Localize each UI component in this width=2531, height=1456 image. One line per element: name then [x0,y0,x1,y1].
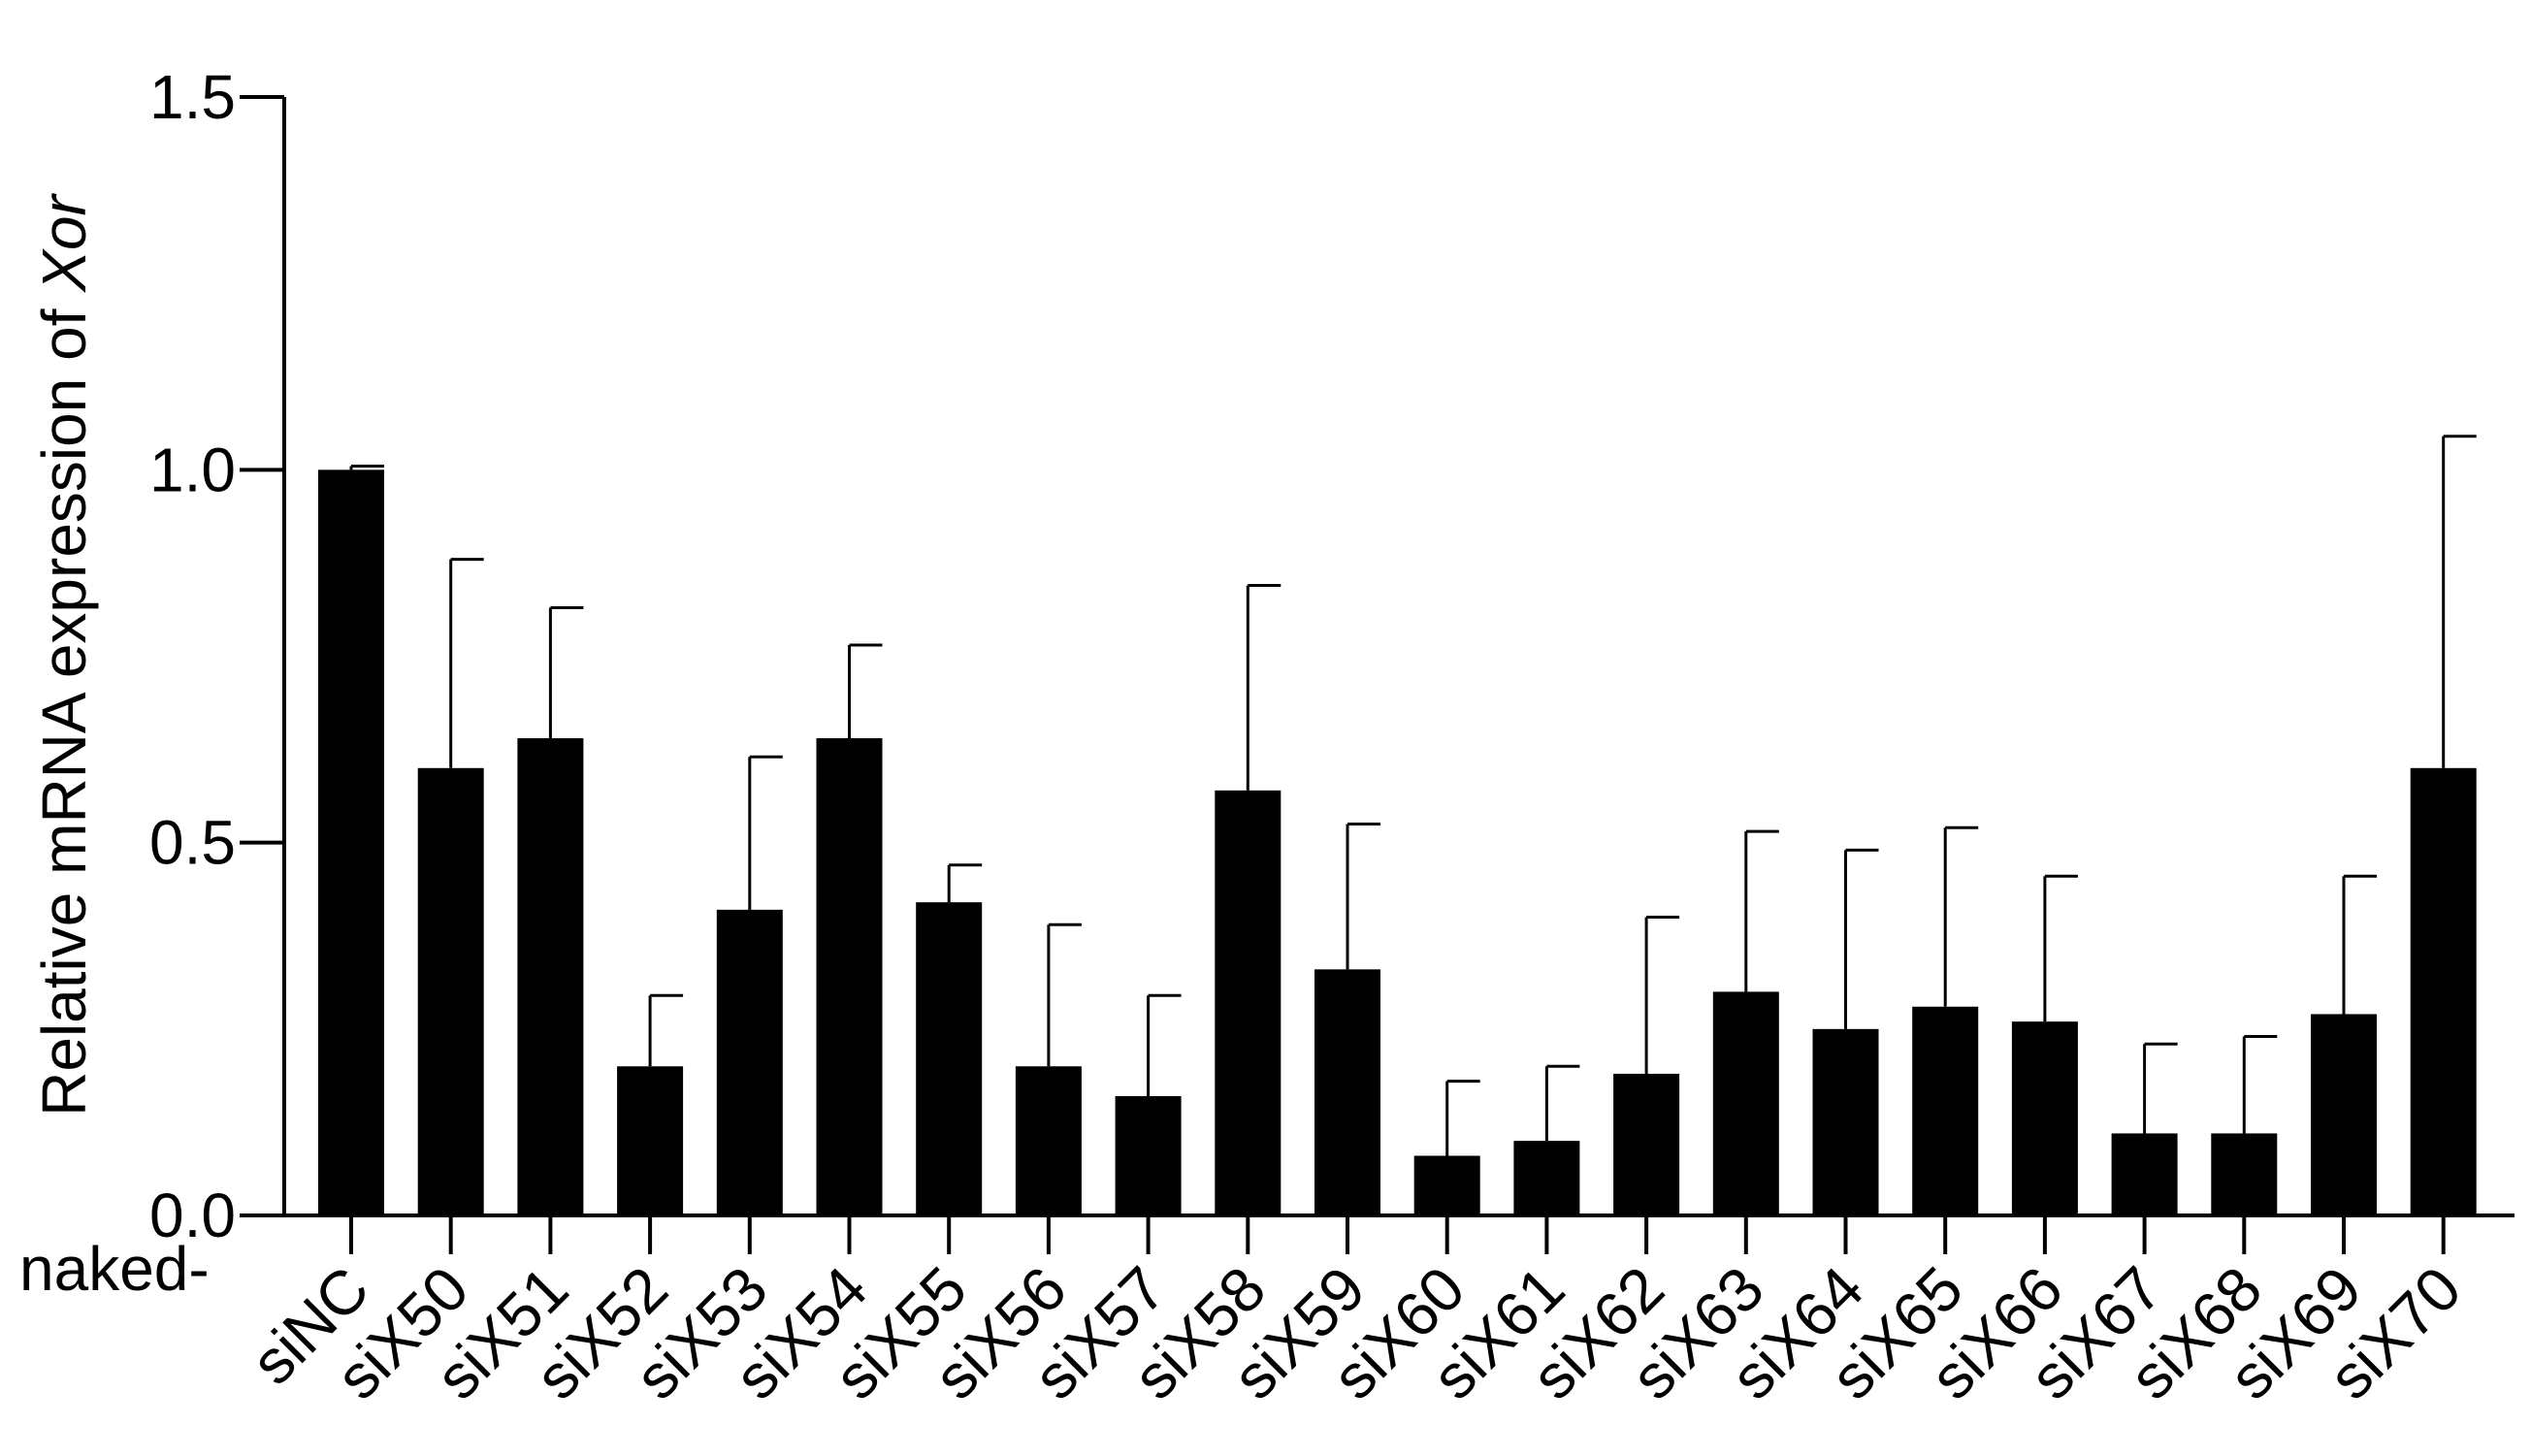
y-tick-label: 1.5 [149,62,236,132]
bars [318,469,2477,1215]
error-bar-siX56 [1047,922,1082,1067]
error-bar-siX62 [1644,916,1680,1074]
bar-siX58 [1215,790,1282,1215]
bar-siX60 [1413,1155,1480,1215]
bar-siX53 [716,909,783,1215]
bar-siX61 [1513,1141,1580,1215]
error-bar-siX70 [2442,435,2477,768]
bar-siX51 [517,738,584,1215]
error-bar-siX68 [2242,1035,2278,1134]
error-bars [349,435,2477,1156]
error-bar-siX60 [1445,1080,1480,1156]
error-bar-siX55 [947,863,983,903]
bar-siX67 [2111,1133,2178,1215]
error-bar-siX65 [1943,825,1979,1007]
error-bar-siNC [349,464,384,470]
bar-siX52 [617,1066,684,1215]
y-ticks: 0.0 0.5 1.0 1.5 [149,62,284,1250]
bar-siNC [318,469,384,1215]
error-bar-siX64 [1844,848,1879,1029]
bar-siX54 [816,738,883,1215]
y-axis-title-gene: Xor [29,192,99,293]
error-bar-siX52 [648,993,684,1067]
bar-siX55 [916,902,983,1215]
error-bar-siX58 [1246,583,1282,791]
error-bar-siX59 [1346,822,1380,970]
error-bar-siX63 [1744,829,1779,992]
y-axis-title: Relative mRNA expression of Xor [29,192,99,1116]
axes [282,97,2515,1217]
bar-siX50 [417,767,484,1215]
bar-siX64 [1812,1028,1879,1215]
error-bar-siX54 [848,643,883,739]
bar-siX59 [1314,969,1380,1215]
error-bar-siX51 [548,606,584,739]
bar-siX65 [1912,1006,1979,1215]
bar-siX68 [2211,1133,2278,1215]
bar-siX56 [1015,1066,1082,1215]
error-bar-siX67 [2143,1042,2178,1134]
y-axis-title-text: Relative mRNA expression of [29,292,99,1116]
category-prefix-label: naked- [19,1234,210,1304]
y-tick-label: 0.0 [149,1181,236,1250]
bar-siX63 [1712,991,1779,1215]
error-bar-siX69 [2342,874,2377,1015]
bar-siX57 [1115,1096,1182,1215]
error-bar-siX50 [449,558,484,768]
error-bar-siX61 [1544,1064,1580,1142]
bar-siX62 [1613,1073,1680,1215]
bar-siX69 [2311,1014,2377,1215]
y-tick-label: 1.0 [149,435,236,504]
x-ticks: siNCsiX50siX51siX52siX53siX54siX55siX56s… [238,1215,2475,1412]
bar-siX66 [2011,1021,2078,1215]
error-bar-siX66 [2043,874,2078,1022]
bar-siX70 [2410,767,2477,1215]
error-bar-siX57 [1147,993,1182,1097]
y-tick-label: 0.5 [149,808,236,878]
error-bar-siX53 [748,755,783,910]
